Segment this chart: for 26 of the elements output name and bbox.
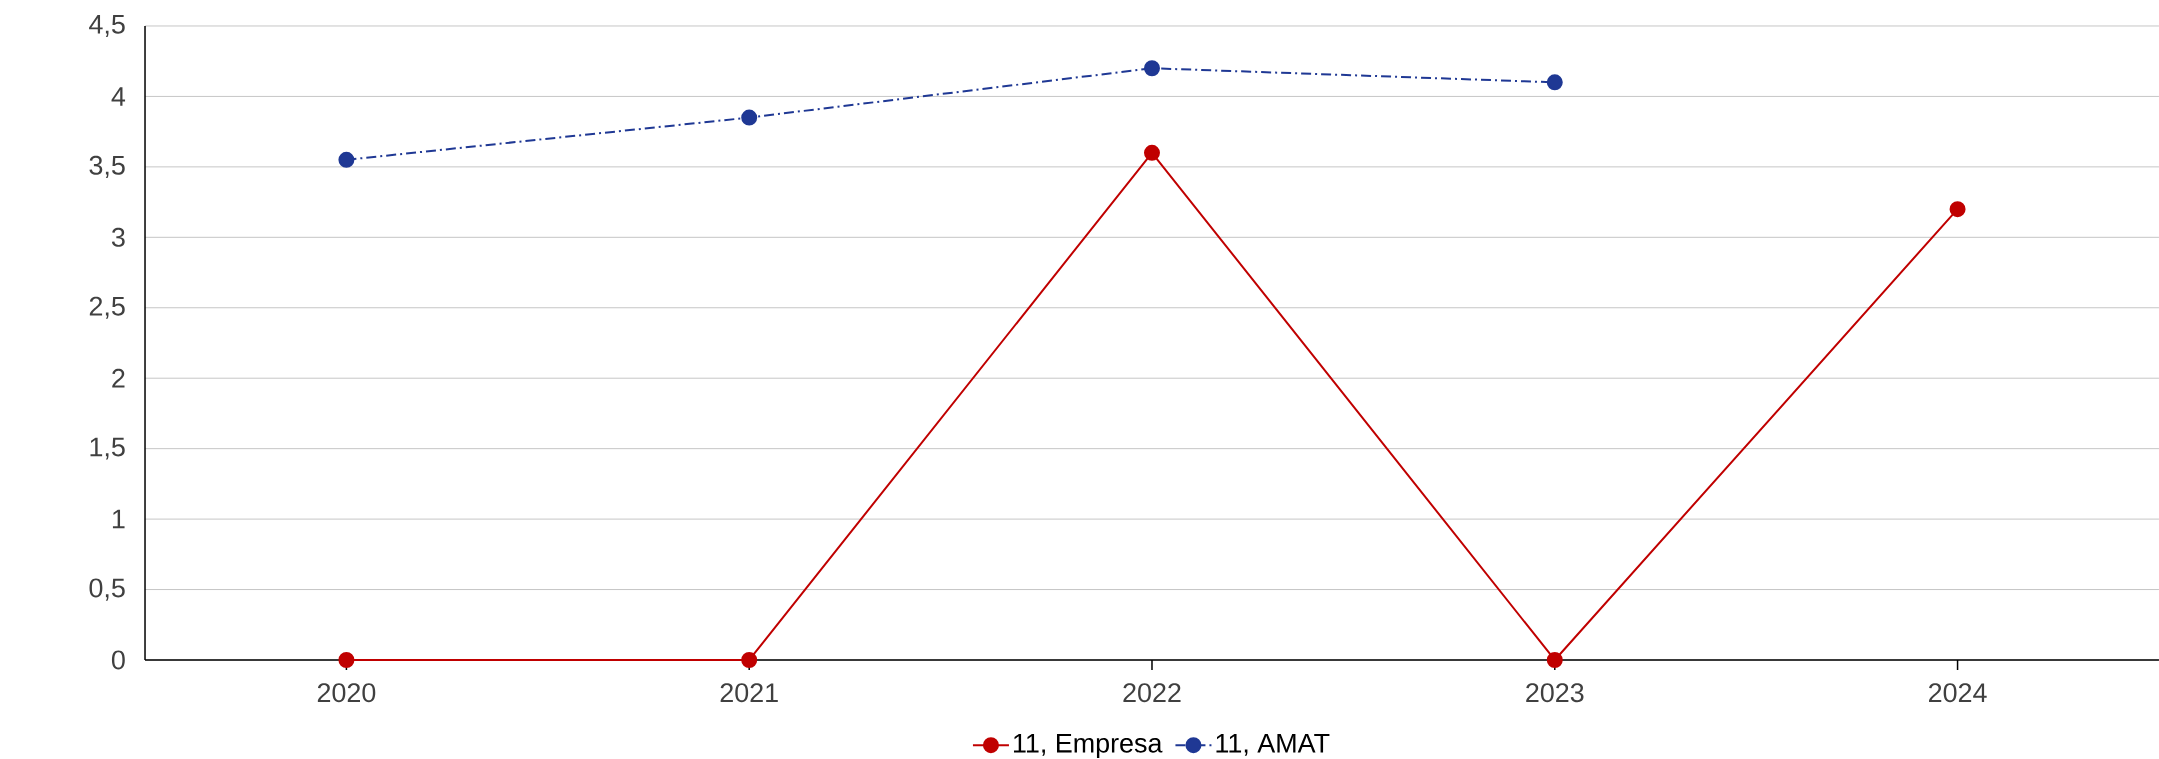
legend-label: 11, Empresa <box>1013 733 1163 758</box>
point <box>338 151 355 168</box>
x-tick-label: 2022 <box>1123 683 1181 703</box>
point <box>338 651 355 668</box>
y-tick-label: 1,5 <box>90 437 125 460</box>
x-tick-label: 2024 <box>1929 683 1987 703</box>
y-tick-label: 4 <box>111 87 126 106</box>
point <box>741 109 758 126</box>
y-tick-label: 3 <box>111 227 125 247</box>
point <box>1546 74 1563 91</box>
point <box>1546 651 1563 668</box>
point <box>1143 60 1160 77</box>
point <box>741 651 758 668</box>
y-tick-label: 0 <box>111 650 125 670</box>
point <box>1949 201 1966 218</box>
y-tick-label: 2,5 <box>89 296 125 319</box>
legend-label: 11, AMAT <box>1216 733 1330 756</box>
x-tick-label: 2023 <box>1526 683 1584 703</box>
y-tick-label: 1 <box>112 509 125 529</box>
x-tick-label: 2020 <box>317 683 376 703</box>
x-tick-label: 2021 <box>720 683 778 703</box>
point <box>1143 144 1160 161</box>
y-tick-label: 4,5 <box>89 15 125 37</box>
y-tick-label: 0,5 <box>89 578 125 601</box>
y-tick-label: 3,5 <box>89 155 125 178</box>
y-tick-label: 2 <box>112 368 125 388</box>
